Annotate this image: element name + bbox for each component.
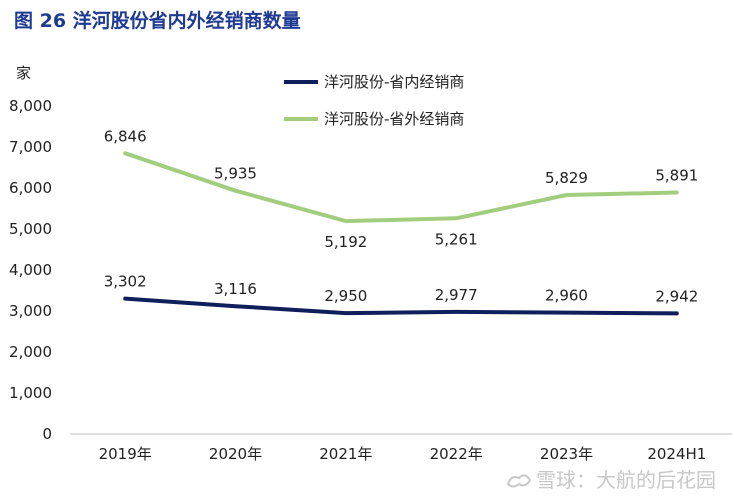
y-tick-label: 2,000 <box>9 343 52 361</box>
data-label: 3,116 <box>214 280 257 298</box>
y-tick-label: 0 <box>42 425 52 443</box>
legend-label-1: 洋河股份-省内经销商 <box>324 73 464 91</box>
x-tick-label: 2019年 <box>99 445 152 463</box>
x-tick-label: 2020年 <box>209 445 262 463</box>
watermark-text: 雪球：大航的后花园 <box>536 468 716 492</box>
data-label: 5,891 <box>655 166 698 184</box>
series-line-1 <box>123 296 679 316</box>
data-label: 5,935 <box>214 165 257 183</box>
data-label: 3,302 <box>104 273 147 291</box>
y-tick-label: 3,000 <box>9 302 52 320</box>
y-unit-label: 家 <box>16 64 31 82</box>
data-label: 6,846 <box>104 127 147 145</box>
data-label: 2,960 <box>545 287 588 305</box>
x-tick-label: 2023年 <box>540 445 593 463</box>
snowball-logo-icon <box>506 470 532 490</box>
data-label: 2,977 <box>435 286 478 304</box>
y-tick-label: 6,000 <box>9 179 52 197</box>
watermark: 雪球：大航的后花园 <box>506 464 716 493</box>
data-label: 2,950 <box>324 287 367 305</box>
data-label: 5,261 <box>435 230 478 248</box>
data-label: 2,942 <box>655 287 698 305</box>
y-tick-label: 1,000 <box>9 384 52 402</box>
x-tick-label: 2022年 <box>430 445 483 463</box>
x-tick-label: 2021年 <box>319 445 372 463</box>
x-axis-ticks: 2019年 2020年 2021年 2022年 2023年 2024H1 <box>99 445 707 463</box>
y-tick-label: 8,000 <box>9 97 52 115</box>
series-group: 3,302 3,116 2,950 2,977 2,960 2,942 6,846 5,935… <box>104 127 698 316</box>
chart-title: 图 26 洋河股份省内外经销商数量 <box>14 10 301 32</box>
series-line-2 <box>123 151 679 224</box>
y-axis-ticks: 0 1,000 2,000 3,000 4,000 5,000 6,000 7,000 8,00… <box>9 97 52 443</box>
legend-label-2: 洋河股份-省外经销商 <box>324 110 464 128</box>
data-label: 5,192 <box>324 233 367 251</box>
y-tick-label: 4,000 <box>9 261 52 279</box>
x-tick-label: 2024H1 <box>647 445 706 463</box>
y-tick-label: 7,000 <box>9 138 52 156</box>
data-label: 5,829 <box>545 169 588 187</box>
y-tick-label: 5,000 <box>9 220 52 238</box>
